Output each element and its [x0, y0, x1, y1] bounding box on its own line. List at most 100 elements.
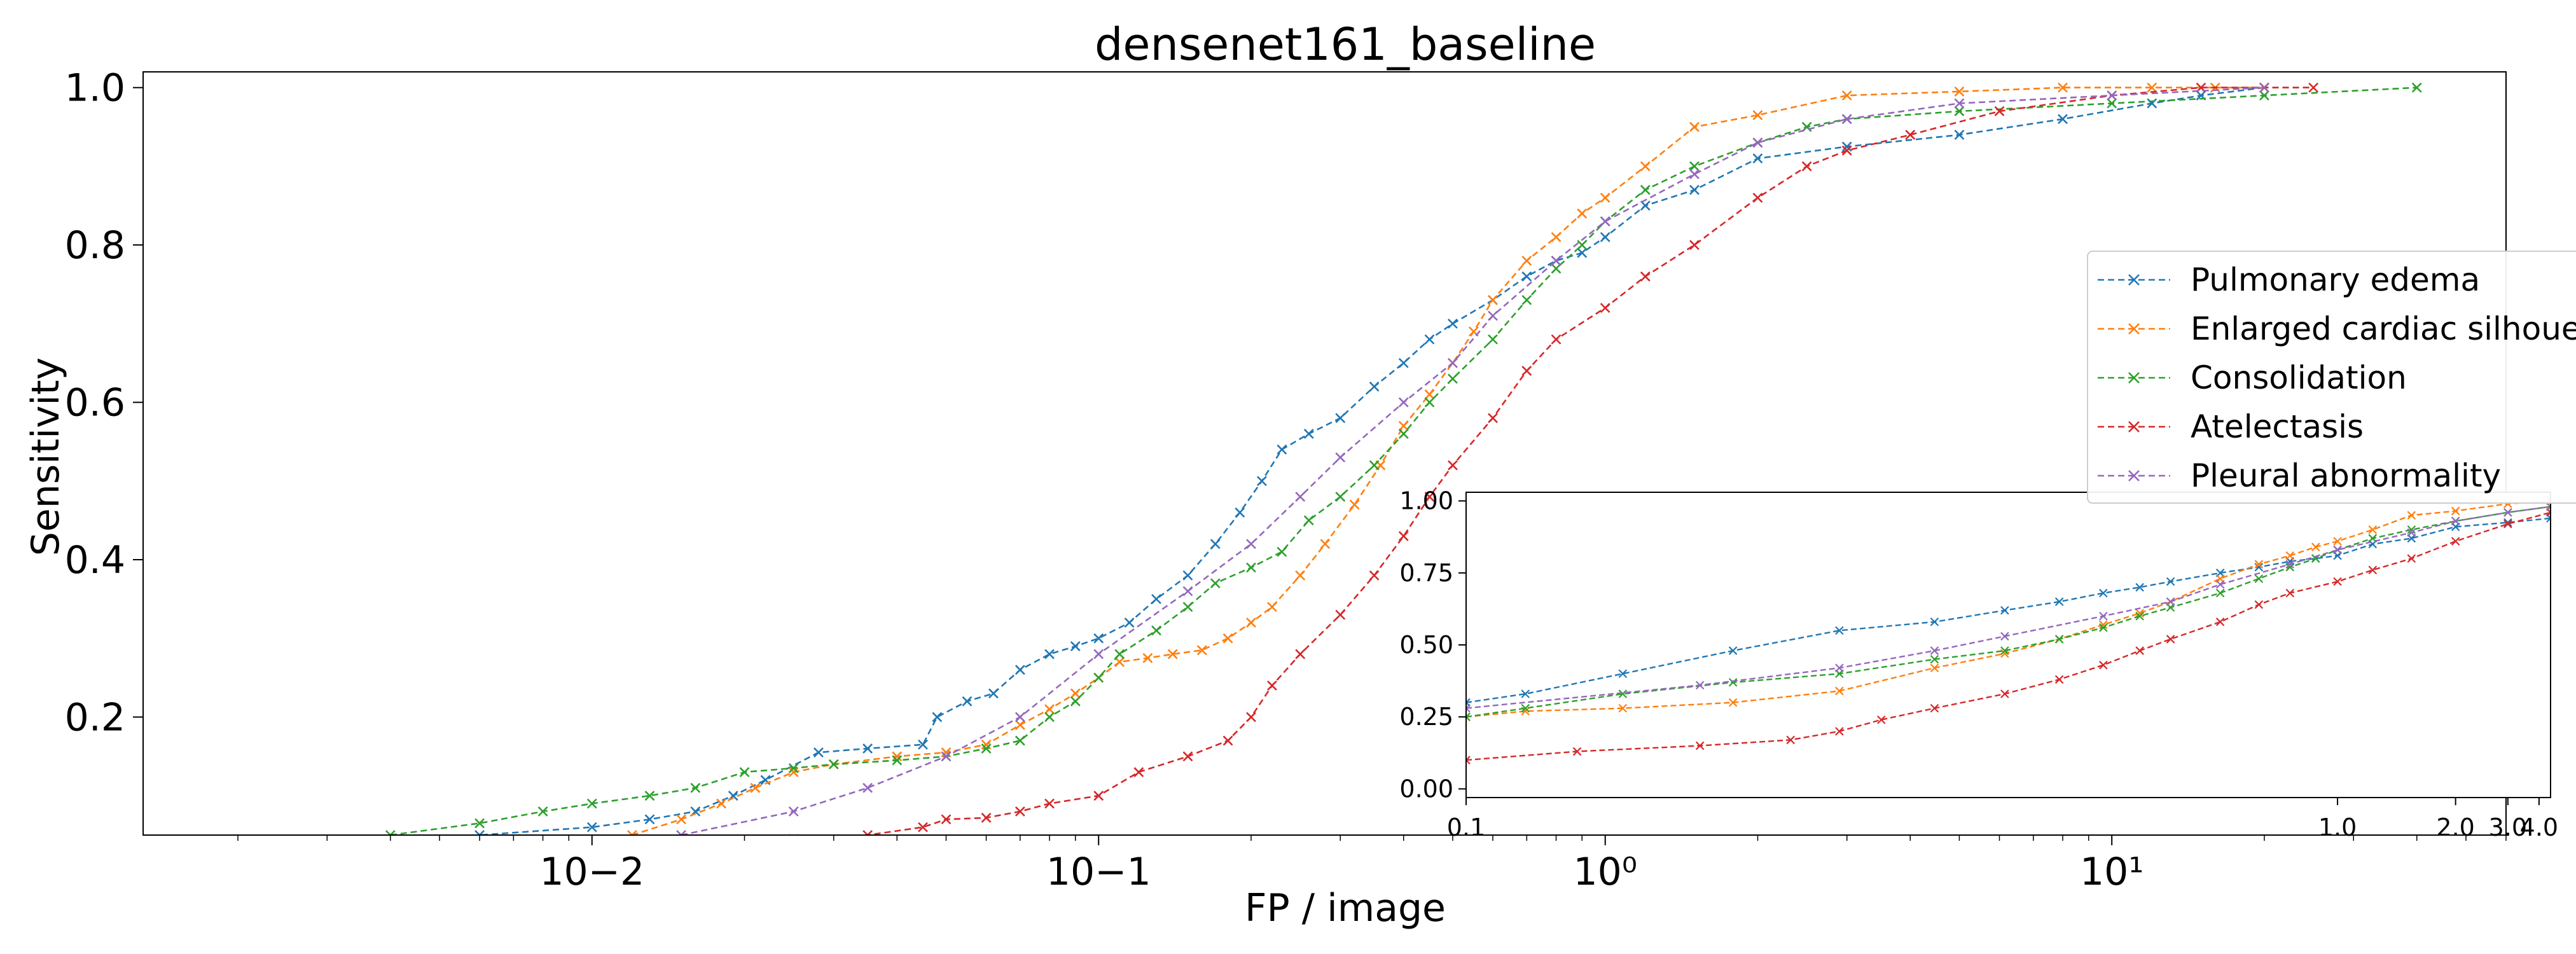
main-curves — [385, 82, 2422, 835]
data-point — [1295, 570, 1306, 581]
inset-y-tick-label: 0.75 — [1399, 559, 1453, 587]
chart-title: densenet161_baseline — [1095, 18, 1596, 71]
data-point — [828, 759, 839, 770]
data-point — [1369, 381, 1380, 392]
inset-data-point — [2135, 583, 2144, 592]
inset-data-point — [1930, 663, 1939, 673]
data-point — [981, 812, 992, 823]
data-point — [716, 798, 726, 809]
inset-data-point — [2407, 528, 2416, 537]
data-point — [918, 739, 928, 750]
data-point — [1335, 452, 1346, 463]
y-axis-label: Sensitivity — [24, 357, 68, 556]
inset-data-point — [2333, 545, 2342, 555]
legend: Pulmonary edema Enlarged cardiac silhouet… — [2087, 251, 2576, 504]
data-point — [1689, 240, 1700, 251]
data-point — [788, 763, 799, 773]
data-point — [1521, 255, 1532, 266]
data-point — [750, 782, 761, 793]
data-point — [1142, 653, 1153, 663]
data-point — [1222, 633, 1233, 644]
inset-data-point — [2311, 543, 2320, 551]
inset-data-point — [2054, 635, 2064, 644]
data-point — [862, 782, 873, 793]
inset-data-point — [2333, 537, 2342, 546]
inset-data-point — [1835, 727, 1844, 736]
data-point — [1551, 263, 1562, 274]
inset-data-point — [2368, 525, 2378, 534]
data-point — [1424, 389, 1435, 400]
data-point — [1752, 153, 1763, 164]
series-line-1 — [632, 86, 2264, 835]
data-point — [2107, 98, 2117, 109]
data-point — [1335, 609, 1346, 620]
data-point — [1182, 602, 1193, 612]
data-point — [1235, 507, 1245, 518]
data-point — [1551, 255, 1562, 266]
data-point — [1044, 649, 1055, 660]
y-tick-label: 0.8 — [65, 223, 125, 268]
inset-x-tick-label: 3.0 — [2489, 813, 2527, 841]
inset-data-point — [1728, 646, 1738, 655]
data-point — [1267, 602, 1277, 612]
data-point — [1448, 460, 1458, 471]
inset-x-tick-label: 4.0 — [2520, 813, 2558, 841]
inset-data-point — [1466, 703, 1471, 713]
inset-curves — [1466, 496, 2551, 764]
data-point — [474, 818, 485, 829]
data-point — [2147, 98, 2157, 109]
inset-data-point — [2135, 609, 2144, 618]
data-point — [1114, 649, 1125, 660]
data-point — [862, 743, 873, 754]
data-point — [586, 798, 597, 809]
data-point — [862, 830, 873, 835]
data-point — [739, 767, 750, 777]
y-tick-label: 0.4 — [65, 538, 125, 583]
inset-y-tick-label: 0.50 — [1399, 631, 1453, 659]
inset-data-point — [2000, 605, 2009, 615]
data-point — [1246, 618, 1256, 628]
data-point — [1689, 184, 1700, 195]
inset-data-point — [2285, 560, 2295, 569]
data-point — [1398, 420, 1409, 431]
data-point — [962, 696, 973, 707]
data-point — [1246, 562, 1256, 573]
data-point — [1014, 735, 1025, 746]
data-point — [788, 834, 799, 835]
data-point — [1640, 271, 1651, 282]
data-point — [1124, 618, 1135, 628]
inset-data-point — [2000, 689, 2009, 698]
data-point — [1093, 633, 1104, 644]
data-point — [1424, 492, 1435, 502]
data-point — [1801, 161, 1812, 172]
data-point — [1488, 294, 1498, 305]
data-point — [1044, 704, 1055, 714]
data-point — [1448, 357, 1458, 368]
inset-data-point — [1466, 712, 1471, 721]
inset-data-point — [2215, 588, 2225, 598]
inset-data-point — [1930, 654, 1939, 664]
data-point — [1488, 310, 1498, 321]
data-point — [1752, 110, 1763, 120]
inset-data-point — [2254, 600, 2264, 609]
data-point — [627, 830, 637, 835]
inset-data-point — [2166, 635, 2175, 644]
legend-swatch-marker — [2128, 274, 2140, 286]
inset-data-point — [2368, 565, 2378, 575]
data-point — [2107, 90, 2117, 101]
legend-label: Atelectasis — [2191, 408, 2364, 445]
data-point — [1752, 137, 1763, 148]
data-point — [2058, 114, 2068, 125]
data-point — [1841, 114, 1852, 125]
inset-y-tick-label: 0.25 — [1399, 703, 1453, 731]
data-point — [1954, 86, 1965, 97]
data-point — [1398, 397, 1409, 408]
x-tick-label: 10¹ — [2080, 850, 2143, 894]
data-point — [1246, 712, 1256, 722]
data-point — [1210, 578, 1221, 589]
inset-data-point — [1618, 689, 1628, 698]
series-line-0 — [470, 86, 2265, 835]
data-point — [1070, 688, 1081, 699]
inset-data-point — [1521, 703, 1530, 713]
